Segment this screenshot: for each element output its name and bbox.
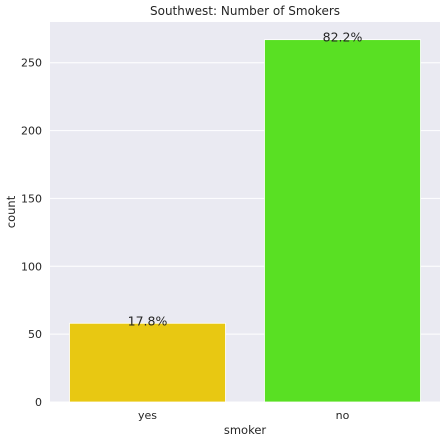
data-labels: 17.8% 82.2% [128, 30, 363, 329]
x-axis-title: smoker [224, 423, 267, 437]
y-tick-label: 0 [35, 396, 42, 409]
x-tick-label-no: no [336, 409, 350, 422]
y-tick-label: 250 [21, 57, 42, 70]
y-tick-label: 100 [21, 260, 42, 273]
x-tick-label-yes: yes [138, 409, 157, 422]
y-tick-label: 200 [21, 125, 42, 138]
data-label-yes: 17.8% [128, 313, 168, 328]
tick-labels: 0 50 100 150 200 250 yes no [21, 57, 350, 422]
chart-title: Southwest: Number of Smokers [150, 4, 340, 18]
bars [69, 39, 421, 403]
bar-no [264, 39, 421, 403]
data-label-no: 82.2% [323, 30, 363, 45]
y-tick-label: 150 [21, 192, 42, 205]
bar-yes [69, 322, 226, 403]
y-tick-label: 50 [28, 328, 42, 341]
y-axis-title: count [4, 195, 18, 228]
